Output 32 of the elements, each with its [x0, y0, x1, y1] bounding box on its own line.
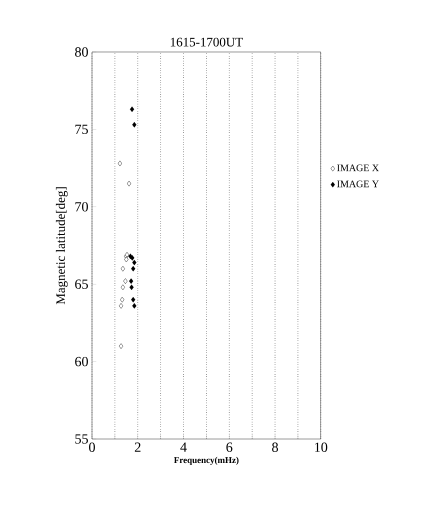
point [126, 180, 132, 186]
x-tick-label: 2 [134, 442, 140, 452]
point [120, 266, 126, 272]
point [118, 343, 124, 349]
point [132, 260, 136, 266]
legend-label: IMAGE Y [337, 180, 379, 188]
point [120, 284, 126, 290]
y-tick-label: 55 [75, 434, 88, 444]
point [130, 106, 134, 112]
point [118, 303, 124, 309]
x-tick-label: 8 [272, 442, 278, 452]
y-tick-label: 80 [75, 47, 88, 57]
y-tick-label: 75 [75, 124, 88, 134]
point [132, 303, 136, 309]
x-tick-label: 6 [226, 442, 232, 452]
point [128, 278, 134, 284]
point [131, 296, 136, 302]
point [123, 278, 128, 284]
y-tick-label: 70 [75, 202, 88, 212]
legend-label: IMAGE X [337, 164, 379, 172]
x-tick-label: 4 [180, 442, 187, 452]
y-axis-title: Magnetic latitude[deg] [56, 187, 68, 304]
point [124, 256, 128, 262]
x-axis-title: Frequency(mHz) [174, 456, 239, 465]
y-tick-label: 65 [75, 280, 88, 289]
chart-title: 1615-1700UT [170, 38, 243, 46]
x-tick-label: 10 [315, 442, 328, 452]
point [129, 284, 134, 290]
point [118, 160, 122, 166]
y-tick-label: 60 [75, 356, 88, 366]
x-tick-label: 0 [89, 442, 95, 452]
point [120, 296, 124, 302]
